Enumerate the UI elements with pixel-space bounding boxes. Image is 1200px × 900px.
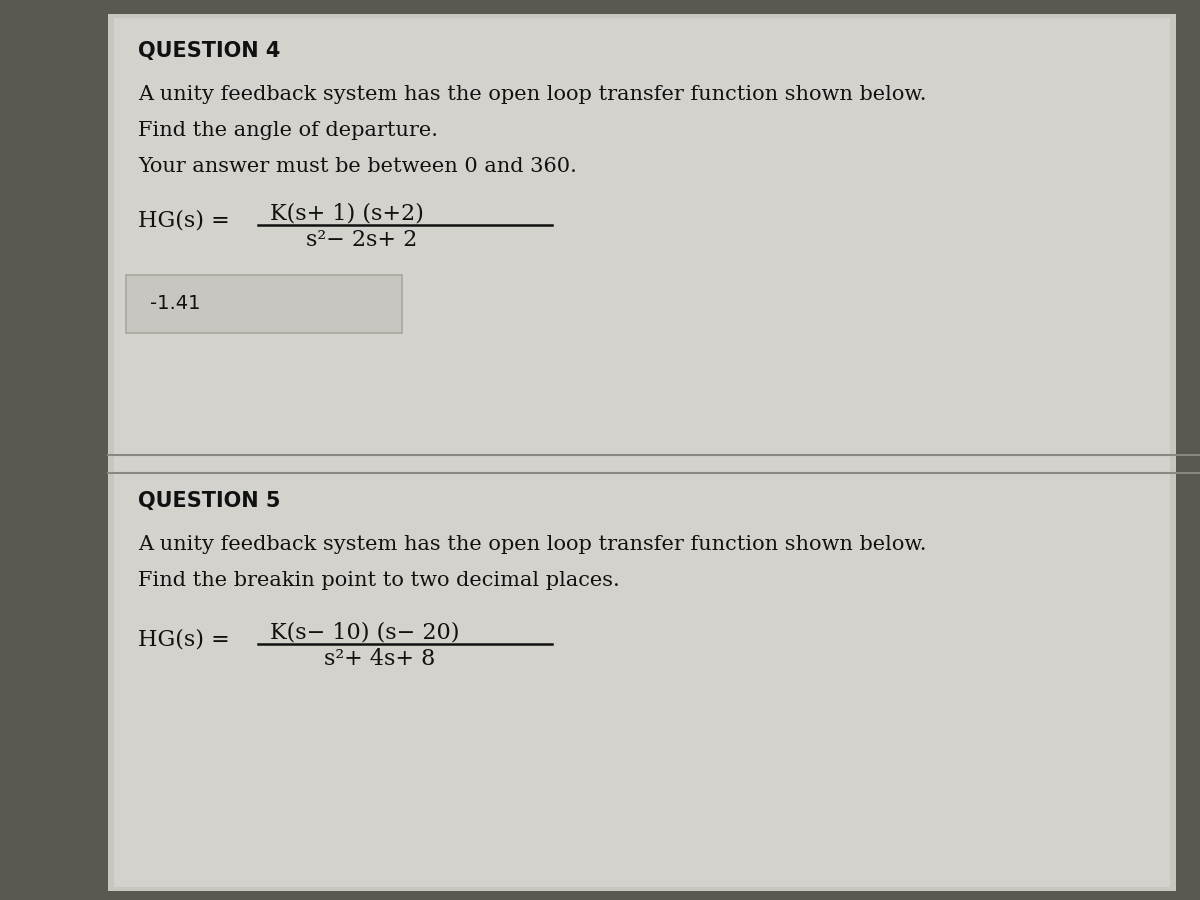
Text: -1.41: -1.41 — [150, 294, 200, 313]
Text: QUESTION 5: QUESTION 5 — [138, 491, 281, 510]
Text: s²− 2s+ 2: s²− 2s+ 2 — [306, 230, 418, 251]
Text: Find the angle of departure.: Find the angle of departure. — [138, 122, 438, 140]
FancyBboxPatch shape — [114, 18, 1170, 886]
Text: Your answer must be between 0 and 360.: Your answer must be between 0 and 360. — [138, 158, 577, 176]
Text: K(s− 10) (s− 20): K(s− 10) (s− 20) — [270, 621, 460, 643]
FancyBboxPatch shape — [126, 274, 402, 333]
Text: QUESTION 4: QUESTION 4 — [138, 40, 281, 60]
Text: Find the breakin point to two decimal places.: Find the breakin point to two decimal pl… — [138, 572, 619, 590]
Text: HG(s) =: HG(s) = — [138, 210, 229, 231]
Text: HG(s) =: HG(s) = — [138, 628, 229, 650]
Text: K(s+ 1) (s+2): K(s+ 1) (s+2) — [270, 202, 424, 224]
FancyBboxPatch shape — [108, 14, 1176, 891]
Text: s²+ 4s+ 8: s²+ 4s+ 8 — [324, 648, 436, 670]
Text: A unity feedback system has the open loop transfer function shown below.: A unity feedback system has the open loo… — [138, 86, 926, 104]
Text: A unity feedback system has the open loop transfer function shown below.: A unity feedback system has the open loo… — [138, 536, 926, 554]
